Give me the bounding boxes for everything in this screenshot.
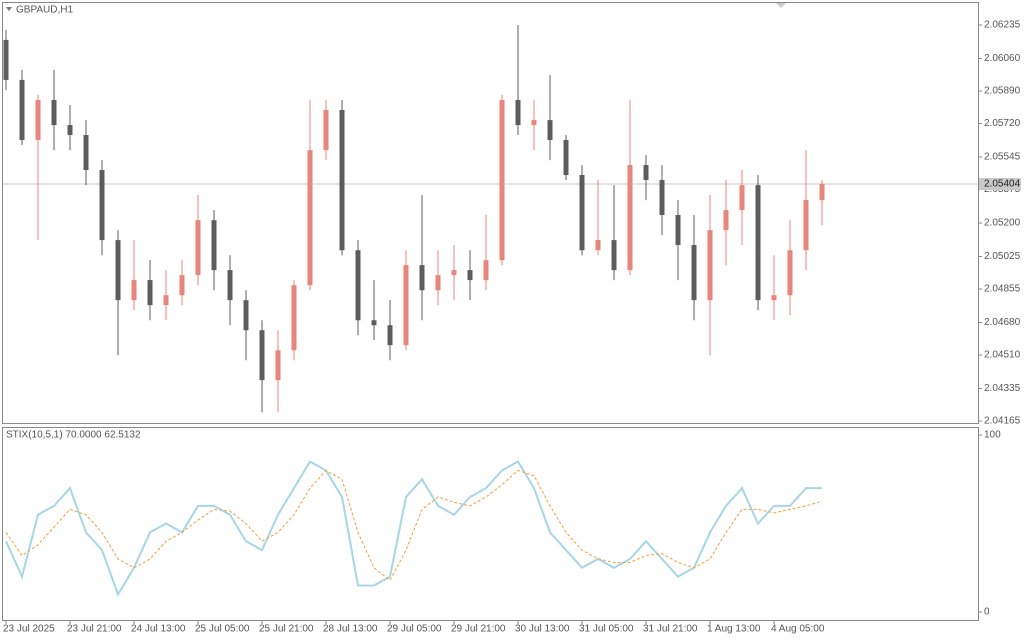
candle-body (659, 179, 665, 216)
menu-arrow[interactable] (6, 7, 12, 11)
y-tick-label: 2.05025 (984, 251, 1021, 262)
candle-body (627, 165, 633, 271)
candle-body (83, 135, 89, 171)
indicator-title: STIX(10,5,1) 70.0000 62.5132 (6, 430, 141, 441)
candle-body (243, 300, 249, 331)
candle-body (611, 240, 617, 271)
candle-body (131, 280, 137, 301)
candle-body (451, 270, 457, 276)
candle-body (819, 184, 825, 201)
candle-body (675, 215, 681, 246)
y-tick-label: 2.04165 (984, 416, 1021, 427)
x-tick-label: 1 Aug 13:00 (707, 624, 761, 635)
x-tick-label: 23 Jul 2025 (3, 624, 55, 635)
x-tick-label: 29 Jul 21:00 (451, 624, 506, 635)
candle-body (547, 120, 553, 141)
y-tick-label: 2.04510 (984, 350, 1021, 361)
candle-body (739, 185, 745, 211)
candle-body (67, 125, 73, 136)
candle-body (35, 100, 41, 141)
candle-body (771, 295, 777, 301)
candle-body (643, 165, 649, 180)
candle-body (51, 100, 57, 126)
y-tick-label: 2.04335 (984, 383, 1021, 394)
candle-body (579, 175, 585, 251)
candle-body (563, 140, 569, 176)
candle-body (755, 185, 761, 301)
candle-body (195, 220, 201, 276)
candle-body (403, 265, 409, 346)
y-tick-label: 2.04680 (984, 317, 1021, 328)
y-tick-label: 2.05720 (984, 118, 1021, 129)
candle-body (371, 320, 377, 326)
sub-panel (2, 427, 979, 621)
candle-body (339, 109, 345, 251)
last-price-box (979, 178, 1021, 191)
candle-body (531, 120, 537, 126)
candle-body (307, 150, 313, 286)
y-tick-label: 2.06235 (984, 20, 1021, 31)
last-price-label: 2.05404 (984, 179, 1021, 190)
candle-body (323, 109, 329, 151)
candle-body (179, 275, 185, 296)
x-tick-label: 29 Jul 05:00 (387, 624, 442, 635)
candle-body (419, 265, 425, 291)
x-tick-label: 31 Jul 05:00 (579, 624, 634, 635)
candle-body (499, 100, 505, 261)
candle-body (387, 325, 393, 346)
candle-body (227, 270, 233, 301)
candle-body (723, 210, 729, 231)
y-tick-label: 100 (984, 430, 1001, 441)
candle-body (211, 220, 217, 271)
candle-body (467, 270, 473, 281)
candle-body (515, 100, 521, 126)
x-tick-label: 4 Aug 05:00 (771, 624, 825, 635)
candle-body (787, 250, 793, 296)
y-tick-label: 2.06060 (984, 53, 1021, 64)
candle-body (355, 250, 361, 321)
candle-body (3, 39, 9, 80)
candle-body (691, 245, 697, 301)
candle-body (803, 200, 809, 251)
candle-body (259, 330, 265, 381)
y-tick-label: 2.05890 (984, 86, 1021, 97)
y-tick-label: 2.04855 (984, 284, 1021, 295)
y-tick-label: 0 (984, 607, 990, 618)
chart-title: GBPAUD,H1 (16, 5, 73, 16)
candle-body (435, 275, 441, 291)
candle-body (147, 280, 153, 306)
candle-body (275, 350, 281, 381)
y-tick-label: 2.05545 (984, 152, 1021, 163)
candle-body (19, 79, 25, 141)
x-tick-label: 25 Jul 21:00 (259, 624, 314, 635)
candle-body (483, 260, 489, 281)
x-tick-label: 31 Jul 21:00 (643, 624, 698, 635)
shift-marker (776, 3, 786, 8)
x-tick-label: 28 Jul 13:00 (323, 624, 378, 635)
x-tick-label: 23 Jul 21:00 (67, 624, 122, 635)
signal-line (5, 469, 823, 581)
candle-body (99, 170, 105, 241)
candle-body (707, 230, 713, 301)
candle-body (291, 285, 297, 351)
y-tick-label: 2.05200 (984, 218, 1021, 229)
x-tick-label: 24 Jul 13:00 (131, 624, 186, 635)
x-tick-label: 30 Jul 13:00 (515, 624, 570, 635)
main-panel (2, 2, 979, 424)
candle-body (595, 240, 601, 251)
x-tick-label: 25 Jul 05:00 (195, 624, 250, 635)
candle-body (163, 295, 169, 306)
main-line (5, 460, 822, 597)
candle-body (115, 240, 121, 301)
